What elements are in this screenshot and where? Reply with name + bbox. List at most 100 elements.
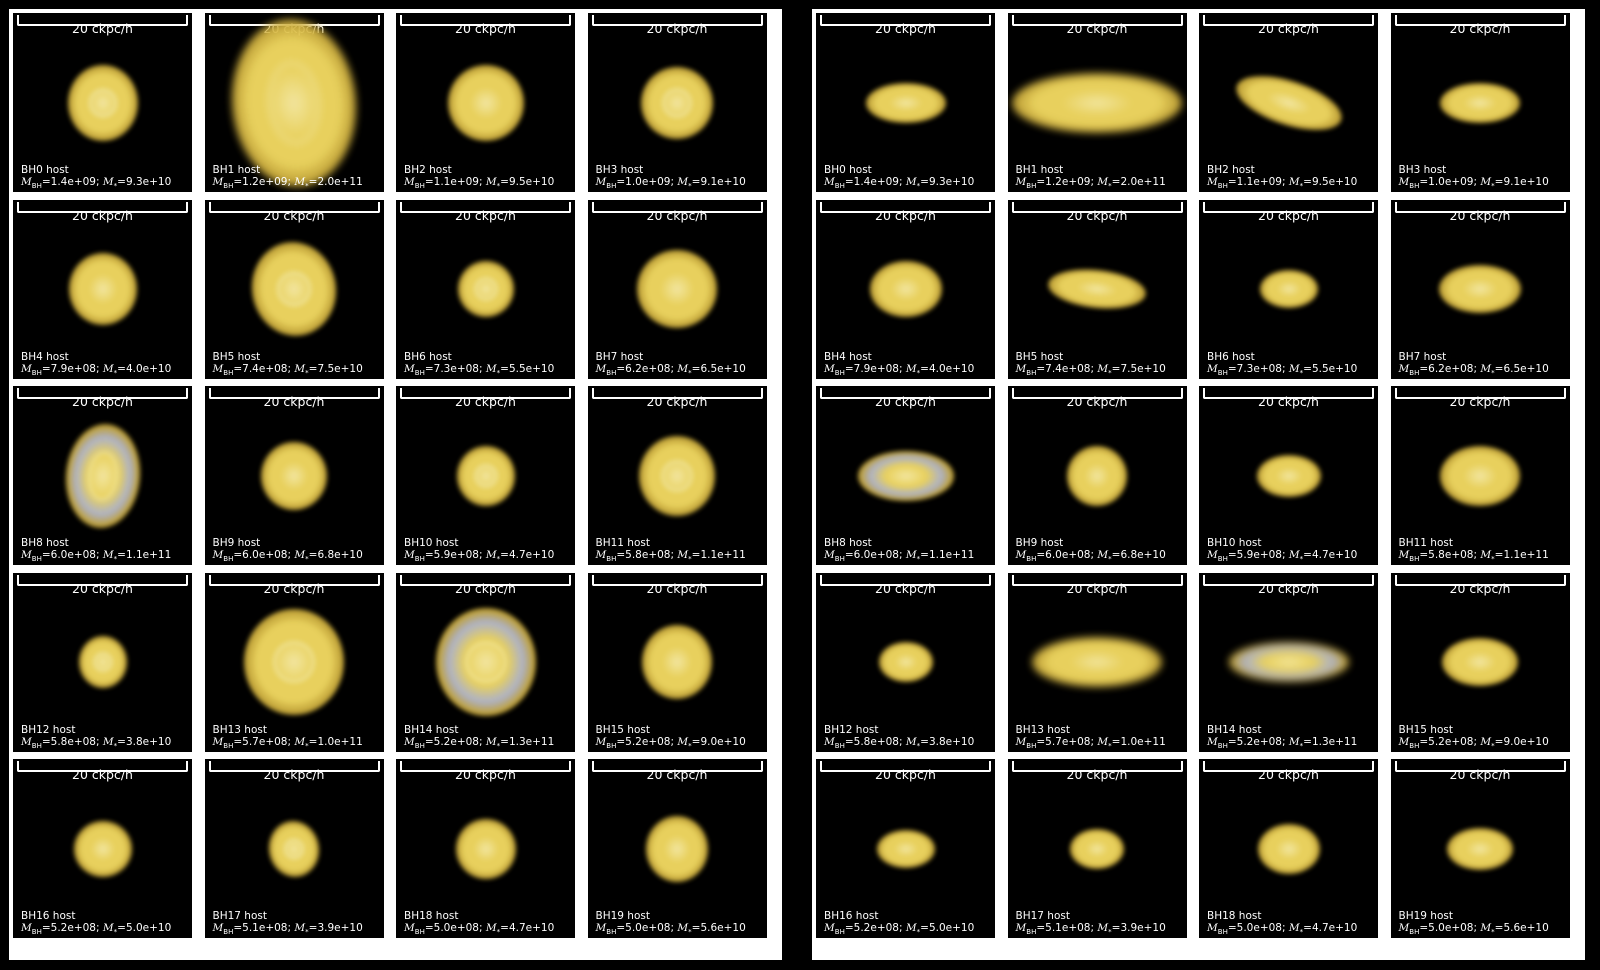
mass-label: MBH=6.0e+08; M*=1.1e+11 (21, 549, 172, 564)
galaxy-image (857, 450, 954, 501)
bh-mass-value: 1.2e+09 (1045, 176, 1091, 188)
stellar-mass-value: 1.3e+11 (1311, 735, 1358, 748)
scale-bar (1011, 15, 1183, 26)
galaxy-image (869, 261, 942, 317)
stellar-mass-value: 7.5e+10 (317, 362, 363, 375)
mass-label: MBH=6.2e+08; M*=6.5e+10 (595, 362, 746, 377)
stellar-mass-value: 1.1e+11 (928, 549, 975, 561)
bh-mass-value: 7.3e+08 (1236, 362, 1282, 375)
galaxy-panel: 20 ckpc/h BH13 host MBH=5.7e+08; M*=1.0e+1… (1007, 572, 1187, 752)
bh-mass-value: 5.7e+08 (242, 735, 288, 748)
galaxy-panel: 20 ckpc/h BH14 host MBH=5.2e+08; M*=1.3e+1… (1199, 572, 1378, 752)
galaxy-image (639, 435, 715, 516)
scale-label: 20 ckpc/h (1066, 580, 1128, 596)
galaxy-image (264, 816, 324, 881)
scale-bar (400, 761, 571, 772)
scale-label: 20 ckpc/h (1258, 207, 1319, 223)
bh-mass-value: 1.0e+09 (1428, 176, 1474, 188)
mass-label: MBH=7.9e+08; M*=4.0e+10 (21, 362, 172, 377)
galaxy-image (244, 609, 344, 715)
scale-label: 20 ckpc/h (1066, 207, 1128, 223)
galaxy-image (1440, 82, 1520, 123)
scale-bar (1203, 15, 1374, 26)
scale-bar (17, 574, 188, 586)
host-label: BH14 host (1207, 723, 1262, 736)
galaxy-image (261, 441, 327, 510)
bh-mass-value: 5.8e+08 (1428, 549, 1474, 561)
stellar-mass-value: 3.8e+10 (125, 735, 172, 748)
scale-label: 20 ckpc/h (455, 580, 516, 596)
scale-label: 20 ckpc/h (72, 394, 133, 409)
galaxy-panel: 20 ckpc/h BH4 host MBH=7.9e+08; M*=4.0e+10 (816, 199, 995, 379)
stellar-mass-value: 6.8e+10 (317, 549, 363, 561)
host-label: BH4 host (824, 350, 872, 363)
galaxy-image (1070, 828, 1124, 869)
scale-label: 20 ckpc/h (72, 767, 133, 782)
stellar-mass-value: 9.1e+10 (1503, 176, 1549, 188)
host-label: BH13 host (212, 723, 267, 736)
galaxy-panel: 20 ckpc/h BH9 host MBH=6.0e+08; M*=6.8e+10 (204, 386, 384, 565)
galaxy-panel: 20 ckpc/h BH19 host MBH=5.0e+08; M*=5.6e+1… (1390, 759, 1570, 938)
bh-mass-value: 1.4e+09 (853, 176, 899, 188)
galaxy-image (1442, 638, 1518, 686)
host-label: BH9 host (212, 537, 261, 549)
galaxy-image (865, 82, 946, 123)
bh-mass-value: 7.4e+08 (1045, 362, 1091, 375)
galaxy-image (61, 420, 144, 531)
stellar-mass-value: 1.1e+11 (125, 549, 172, 561)
scale-label: 20 ckpc/h (1066, 394, 1128, 409)
galaxy-image (73, 820, 132, 877)
scale-bar (820, 201, 991, 213)
mass-label: MBH=5.0e+08; M*=4.7e+10 (1207, 922, 1358, 937)
galaxy-panel: 20 ckpc/h BH7 host MBH=6.2e+08; M*=6.5e+10 (1390, 199, 1570, 379)
scale-label: 20 ckpc/h (1449, 394, 1511, 409)
scale-bar (591, 574, 763, 586)
mass-label: MBH=5.8e+08; M*=3.8e+10 (824, 735, 975, 750)
mass-label: MBH=6.0e+08; M*=6.8e+10 (212, 549, 363, 564)
host-label: BH16 host (824, 910, 879, 922)
galaxy-panel: 20 ckpc/h BH18 host MBH=5.0e+08; M*=4.7e+1… (1199, 759, 1378, 938)
galaxy-image (1054, 433, 1140, 518)
bh-mass-value: 5.2e+08 (433, 735, 479, 748)
scale-label: 20 ckpc/h (646, 21, 708, 36)
galaxy-panel: 20 ckpc/h BH14 host MBH=5.2e+08; M*=1.3e+1… (396, 572, 575, 752)
scale-label: 20 ckpc/h (646, 580, 708, 596)
host-label: BH17 host (1015, 910, 1070, 922)
galaxy-ring (661, 459, 693, 492)
scale-label: 20 ckpc/h (1066, 767, 1128, 782)
scale-label: 20 ckpc/h (875, 767, 936, 782)
bh-mass-value: 5.0e+08 (625, 922, 671, 934)
galaxy-ring (464, 641, 507, 683)
host-label: BH19 host (1398, 910, 1453, 922)
host-label: BH19 host (595, 910, 650, 922)
galaxy-panel: 20 ckpc/h BH3 host MBH=1.0e+09; M*=9.1e+10 (1390, 13, 1570, 192)
scale-bar (400, 15, 571, 26)
mass-label: MBH=5.2e+08; M*=5.0e+10 (824, 922, 975, 937)
galaxy-panel: 20 ckpc/h BH0 host MBH=1.4e+09; M*=9.3e+10 (816, 13, 995, 192)
galaxy-panel: 20 ckpc/h BH9 host MBH=6.0e+08; M*=6.8e+10 (1007, 386, 1187, 565)
stellar-mass-value: 9.5e+10 (508, 176, 555, 188)
host-label: BH5 host (212, 350, 261, 363)
host-label: BH3 host (1398, 164, 1447, 176)
stellar-mass-value: 9.1e+10 (700, 176, 746, 188)
stellar-mass-value: 2.0e+11 (317, 176, 363, 188)
scale-label: 20 ckpc/h (455, 394, 516, 409)
mass-label: MBH=7.9e+08; M*=4.0e+10 (824, 362, 975, 377)
stellar-mass-value: 6.8e+10 (1120, 549, 1166, 561)
stellar-mass-value: 1.0e+11 (317, 735, 363, 748)
galaxy-ring (473, 277, 498, 301)
mass-label: MBH=6.0e+08; M*=6.8e+10 (1015, 549, 1166, 564)
bh-mass-value: 5.8e+08 (853, 735, 899, 748)
galaxy-image (1447, 827, 1513, 870)
bh-mass-value: 7.9e+08 (50, 362, 96, 375)
galaxy-ring (84, 449, 121, 502)
stellar-mass-value: 9.0e+10 (1503, 735, 1549, 748)
bh-mass-value: 6.0e+08 (50, 549, 96, 561)
scale-label: 20 ckpc/h (1258, 394, 1319, 409)
galaxy-panel: 20 ckpc/h BH10 host MBH=5.9e+08; M*=4.7e+1… (1199, 386, 1378, 565)
bh-mass-value: 7.3e+08 (433, 362, 479, 375)
mass-label: MBH=5.2e+08; M*=9.0e+10 (1398, 735, 1549, 750)
mass-label: MBH=5.9e+08; M*=4.7e+10 (1207, 549, 1358, 564)
stellar-mass-value: 4.7e+10 (1311, 549, 1358, 561)
galaxy-panel: 20 ckpc/h BH12 host MBH=5.8e+08; M*=3.8e+1… (816, 572, 995, 752)
